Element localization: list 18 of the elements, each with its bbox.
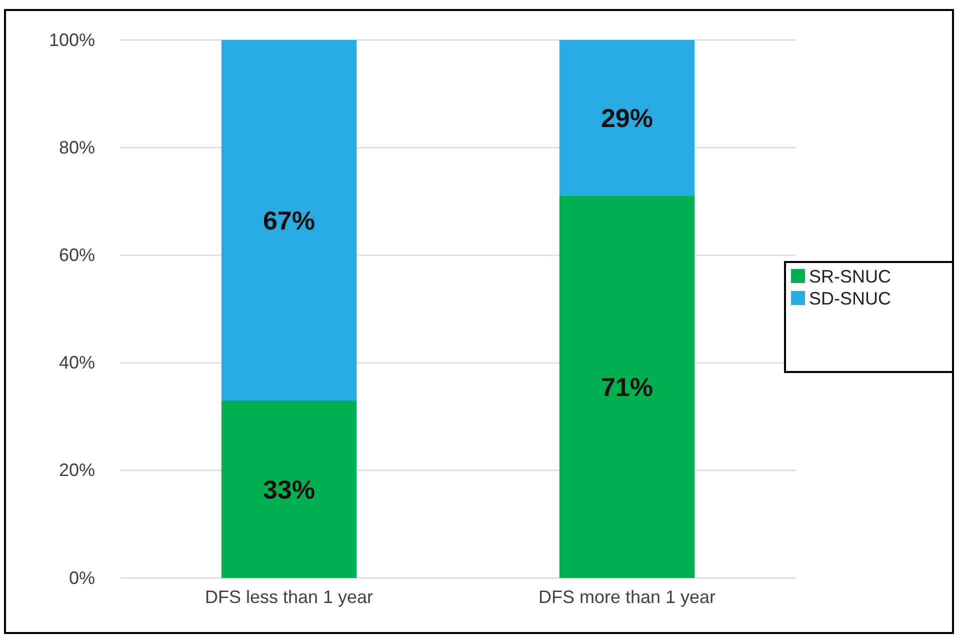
data-label: 71% <box>600 372 654 402</box>
data-label: 67% <box>262 205 316 236</box>
bar <box>559 196 695 578</box>
y-tick-label: 20% <box>58 460 95 480</box>
data-label: 29% <box>600 103 654 134</box>
y-tick-label: 0% <box>68 568 95 588</box>
x-tick-label: DFS more than 1 year <box>538 586 716 607</box>
legend-label: SD-SNUC <box>809 288 892 308</box>
y-tick-label: 40% <box>58 352 95 373</box>
y-tick-label: 80% <box>58 137 95 158</box>
data-label: 33% <box>262 474 316 504</box>
bar <box>221 40 357 400</box>
legend-label: SR-SNUC <box>809 266 892 286</box>
y-tick-label: 60% <box>58 244 95 265</box>
bar <box>221 400 357 578</box>
x-tick-label: DFS less than 1 year <box>204 586 374 607</box>
bar <box>559 40 695 196</box>
y-tick-label: 100% <box>48 30 95 50</box>
